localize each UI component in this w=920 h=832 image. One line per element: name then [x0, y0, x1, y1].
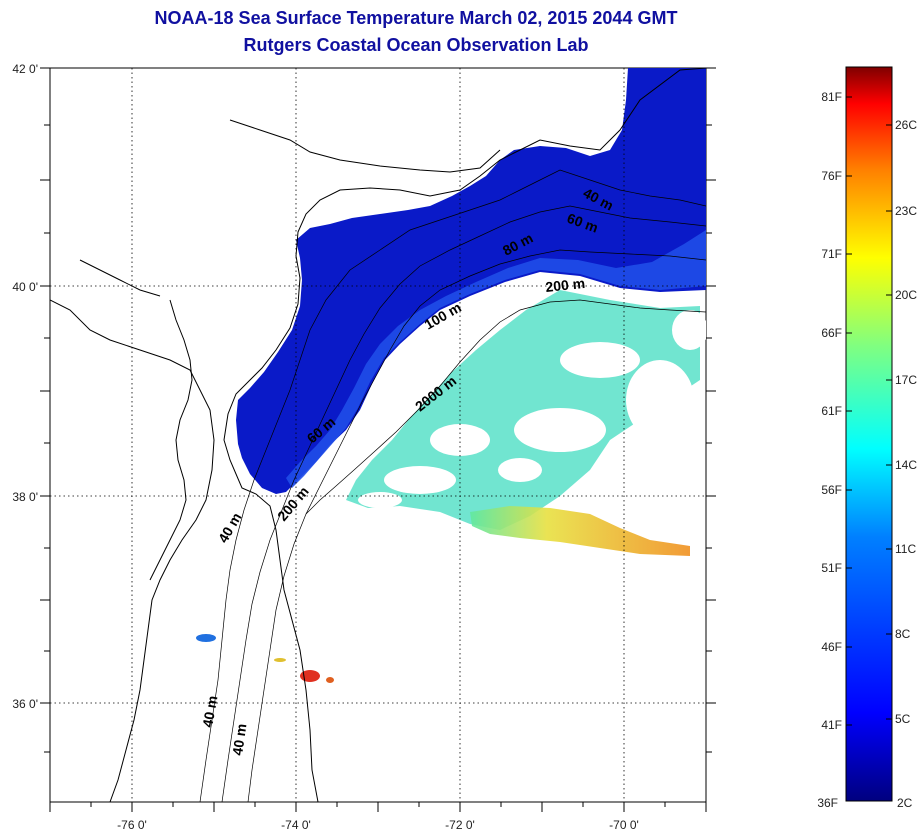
depth-label: 40 m — [199, 694, 220, 728]
sst-patch-blue — [196, 634, 216, 642]
celsius-label: 14C — [895, 458, 917, 472]
depth-label: 200 m — [545, 275, 586, 295]
coastline — [50, 68, 706, 802]
celsius-label: 8C — [895, 627, 911, 641]
fahrenheit-label: 81F — [821, 90, 842, 104]
lat-label: 42 0' — [12, 62, 38, 76]
sst-patch-red — [300, 670, 320, 682]
celsius-label: 20C — [895, 288, 917, 302]
fahrenheit-label: 61F — [821, 404, 842, 418]
fahrenheit-label: 36F — [817, 796, 838, 810]
celsius-label: 11C — [895, 542, 916, 556]
cold-shelf-water — [236, 68, 706, 494]
fahrenheit-label: 51F — [821, 561, 842, 575]
lon-label: -76 0' — [117, 818, 147, 832]
map-title: NOAA-18 Sea Surface Temperature March 02… — [154, 8, 678, 28]
fahrenheit-label: 66F — [821, 326, 842, 340]
fahrenheit-label: 71F — [821, 247, 842, 261]
sst-patch-yellow — [274, 658, 286, 662]
lon-label: -74 0' — [281, 818, 311, 832]
sst-patch-orange — [326, 677, 334, 683]
colorbar-fahrenheit-labels: 81F 76F 71F 66F 61F 56F 51F 46F 41F 36F — [817, 90, 842, 810]
temperature-colorbar — [845, 66, 893, 802]
map-content — [50, 68, 706, 802]
fahrenheit-label: 46F — [821, 640, 842, 654]
lat-label: 36 0' — [12, 697, 38, 711]
lat-label: 38 0' — [12, 490, 38, 504]
graticule — [50, 68, 706, 802]
celsius-label: 23C — [895, 204, 917, 218]
lon-label: -70 0' — [609, 818, 639, 832]
celsius-label: 5C — [895, 712, 911, 726]
celsius-label: 2C — [897, 796, 913, 810]
warm-water-patch — [470, 506, 690, 556]
fahrenheit-label: 56F — [821, 483, 842, 497]
celsius-label: 17C — [895, 373, 917, 387]
celsius-label: 26C — [895, 118, 917, 132]
colorbar-celsius-labels: 26C 23C 20C 17C 14C 11C 8C 5C 2C — [895, 118, 917, 810]
lon-label: -72 0' — [445, 818, 475, 832]
cloud-mask — [358, 310, 706, 508]
colorbar-ticks — [846, 96, 892, 726]
lat-label: 40 0' — [12, 280, 38, 294]
longitude-labels: -76 0' -74 0' -72 0' -70 0' — [117, 818, 639, 832]
map-subtitle: Rutgers Coastal Ocean Observation Lab — [243, 35, 589, 55]
fahrenheit-label: 76F — [821, 169, 842, 183]
depth-label: 40 m — [229, 723, 249, 757]
fahrenheit-label: 41F — [821, 718, 842, 732]
frame-ticks — [40, 67, 716, 812]
bathymetry-contours — [199, 169, 706, 802]
latitude-labels: 42 0' 40 0' 38 0' 36 0' — [12, 62, 38, 711]
